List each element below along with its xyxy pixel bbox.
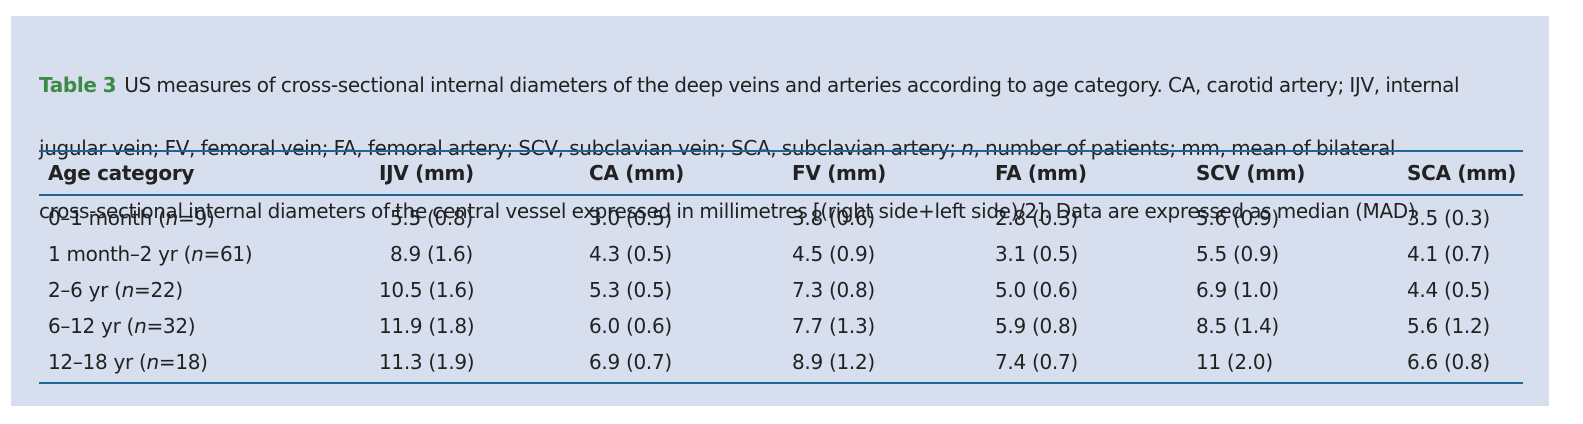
table-row: 2–6 yr (n=22) 10.5 (1.6) 5.3 (0.5) 7.3 (0.8…	[39, 272, 1523, 308]
cell-ca: 6.0 (0.6)	[589, 314, 672, 338]
caption-text-1: US measures of cross-sectional internal …	[124, 72, 1460, 97]
caption-line-1: Table 3 US measures of cross-sectional in…	[39, 70, 1529, 102]
cell-scv: 5.6 (0.9)	[1196, 206, 1279, 230]
cell-ijv: 11.3 (1.9)	[379, 350, 475, 374]
cell-fa: 5.0 (0.6)	[995, 278, 1078, 302]
cell-ijv: 5.5 (0.8)	[390, 206, 473, 230]
table-row: 1 month–2 yr (n=61) 8.9 (1.6) 4.3 (0.5) 4.5…	[39, 236, 1523, 272]
cell-sca: 5.6 (1.2)	[1407, 314, 1490, 338]
cell-scv: 6.9 (1.0)	[1196, 278, 1279, 302]
header-ca: CA (mm)	[589, 161, 684, 185]
cell-scv: 11 (2.0)	[1196, 350, 1273, 374]
cell-fv: 7.7 (1.3)	[792, 314, 875, 338]
cell-sca: 3.5 (0.3)	[1407, 206, 1490, 230]
table-panel: Table 3 US measures of cross-sectional in…	[11, 16, 1549, 406]
cell-ijv: 10.5 (1.6)	[379, 278, 475, 302]
cell-fv: 8.9 (1.2)	[792, 350, 875, 374]
cell-fa: 2.8 (0.3)	[995, 206, 1078, 230]
header-scv: SCV (mm)	[1196, 161, 1306, 185]
cell-sca: 6.6 (0.8)	[1407, 350, 1490, 374]
table-row: 6–12 yr (n=32) 11.9 (1.8) 6.0 (0.6) 7.7 (1.…	[39, 308, 1523, 344]
cell-age-category: 12–18 yr (n=18)	[48, 350, 208, 374]
header-age-category: Age category	[48, 161, 195, 185]
header-row: Age category IJV (mm) CA (mm) FV (mm) FA…	[39, 151, 1523, 195]
cell-ca: 6.9 (0.7)	[589, 350, 672, 374]
cell-fv: 4.5 (0.9)	[792, 242, 875, 266]
cell-ijv: 8.9 (1.6)	[390, 242, 473, 266]
header-ijv: IJV (mm)	[379, 161, 474, 185]
table-row: 12–18 yr (n=18) 11.3 (1.9) 6.9 (0.7) 8.9 (1…	[39, 344, 1523, 383]
cell-sca: 4.4 (0.5)	[1407, 278, 1490, 302]
header-sca: SCA (mm)	[1407, 161, 1517, 185]
cell-age-category: 0–1 month (n=9)	[48, 206, 215, 230]
cell-age-category: 2–6 yr (n=22)	[48, 278, 183, 302]
cell-sca: 4.1 (0.7)	[1407, 242, 1490, 266]
table-caption: Table 3 US measures of cross-sectional in…	[39, 38, 1529, 259]
caption-line-2: jugular vein; FV, femoral vein; FA, femo…	[39, 135, 1396, 160]
header-fv: FV (mm)	[792, 161, 886, 185]
cell-age-category: 1 month–2 yr (n=61)	[48, 242, 253, 266]
caption-line-3: cross-sectional internal diameters of th…	[39, 198, 1416, 223]
cell-ca: 4.3 (0.5)	[589, 242, 672, 266]
cell-fv: 7.3 (0.8)	[792, 278, 875, 302]
cell-scv: 8.5 (1.4)	[1196, 314, 1279, 338]
data-table: Age category IJV (mm) CA (mm) FV (mm) FA…	[39, 150, 1523, 384]
cell-fa: 7.4 (0.7)	[995, 350, 1078, 374]
cell-age-category: 6–12 yr (n=32)	[48, 314, 196, 338]
cell-fa: 5.9 (0.8)	[995, 314, 1078, 338]
cell-ca: 5.3 (0.5)	[589, 278, 672, 302]
cell-ca: 3.0 (0.5)	[589, 206, 672, 230]
cell-fa: 3.1 (0.5)	[995, 242, 1078, 266]
table-row: 0–1 month (n=9) 5.5 (0.8) 3.0 (0.5) 3.8 (0.…	[39, 195, 1523, 236]
table-label: Table 3	[39, 72, 117, 97]
cell-ijv: 11.9 (1.8)	[379, 314, 475, 338]
cell-fv: 3.8 (0.6)	[792, 206, 875, 230]
cell-scv: 5.5 (0.9)	[1196, 242, 1279, 266]
header-fa: FA (mm)	[995, 161, 1087, 185]
